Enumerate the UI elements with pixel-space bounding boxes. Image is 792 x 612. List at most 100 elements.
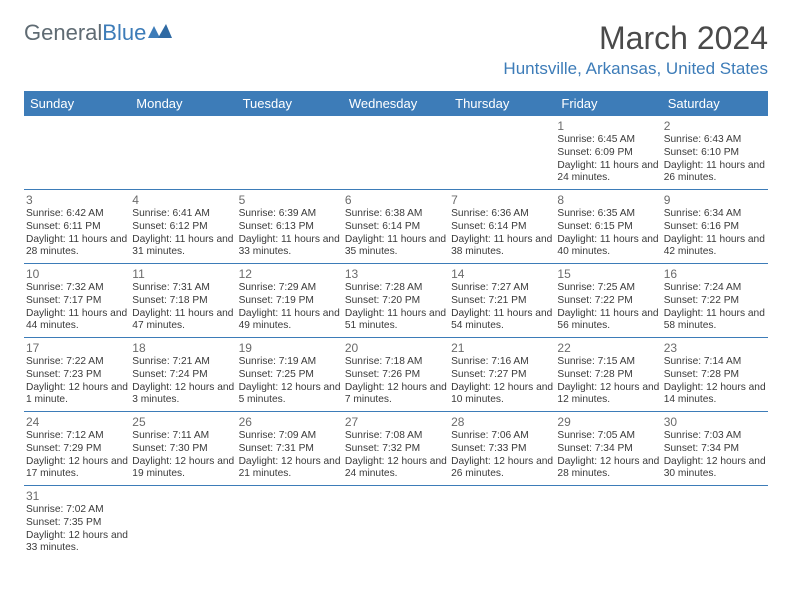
- day-number: 9: [664, 193, 766, 207]
- calendar-cell: 24Sunrise: 7:12 AMSunset: 7:29 PMDayligh…: [24, 412, 130, 486]
- day-number: 25: [132, 415, 234, 429]
- calendar-cell: [237, 486, 343, 560]
- day-number: 21: [451, 341, 553, 355]
- day-number: 11: [132, 267, 234, 281]
- calendar-cell: [662, 486, 768, 560]
- calendar-cell: 23Sunrise: 7:14 AMSunset: 7:28 PMDayligh…: [662, 338, 768, 412]
- calendar-cell: 16Sunrise: 7:24 AMSunset: 7:22 PMDayligh…: [662, 264, 768, 338]
- day-info: Sunrise: 7:09 AMSunset: 7:31 PMDaylight:…: [239, 430, 341, 481]
- day-number: 3: [26, 193, 128, 207]
- day-info: Sunrise: 6:39 AMSunset: 6:13 PMDaylight:…: [239, 208, 341, 259]
- day-number: 19: [239, 341, 341, 355]
- day-info: Sunrise: 7:19 AMSunset: 7:25 PMDaylight:…: [239, 356, 341, 407]
- calendar-cell: 11Sunrise: 7:31 AMSunset: 7:18 PMDayligh…: [130, 264, 236, 338]
- day-info: Sunrise: 7:16 AMSunset: 7:27 PMDaylight:…: [451, 356, 553, 407]
- calendar-cell: 27Sunrise: 7:08 AMSunset: 7:32 PMDayligh…: [343, 412, 449, 486]
- day-info: Sunrise: 6:36 AMSunset: 6:14 PMDaylight:…: [451, 208, 553, 259]
- calendar-cell: 21Sunrise: 7:16 AMSunset: 7:27 PMDayligh…: [449, 338, 555, 412]
- day-number: 27: [345, 415, 447, 429]
- day-number: 22: [557, 341, 659, 355]
- calendar-cell: [130, 116, 236, 190]
- day-info: Sunrise: 6:42 AMSunset: 6:11 PMDaylight:…: [26, 208, 128, 259]
- weekday-header: Tuesday: [237, 91, 343, 116]
- day-number: 15: [557, 267, 659, 281]
- calendar-table: Sunday Monday Tuesday Wednesday Thursday…: [24, 91, 768, 559]
- calendar-row: 24Sunrise: 7:12 AMSunset: 7:29 PMDayligh…: [24, 412, 768, 486]
- calendar-row: 17Sunrise: 7:22 AMSunset: 7:23 PMDayligh…: [24, 338, 768, 412]
- weekday-header: Monday: [130, 91, 236, 116]
- day-info: Sunrise: 7:32 AMSunset: 7:17 PMDaylight:…: [26, 282, 128, 333]
- day-info: Sunrise: 7:24 AMSunset: 7:22 PMDaylight:…: [664, 282, 766, 333]
- location: Huntsville, Arkansas, United States: [503, 59, 768, 79]
- day-info: Sunrise: 7:22 AMSunset: 7:23 PMDaylight:…: [26, 356, 128, 407]
- weekday-header-row: Sunday Monday Tuesday Wednesday Thursday…: [24, 91, 768, 116]
- calendar-cell: [343, 486, 449, 560]
- day-info: Sunrise: 7:31 AMSunset: 7:18 PMDaylight:…: [132, 282, 234, 333]
- calendar-cell: 8Sunrise: 6:35 AMSunset: 6:15 PMDaylight…: [555, 190, 661, 264]
- day-number: 4: [132, 193, 234, 207]
- day-info: Sunrise: 7:15 AMSunset: 7:28 PMDaylight:…: [557, 356, 659, 407]
- day-info: Sunrise: 7:27 AMSunset: 7:21 PMDaylight:…: [451, 282, 553, 333]
- day-number: 13: [345, 267, 447, 281]
- day-number: 12: [239, 267, 341, 281]
- day-number: 16: [664, 267, 766, 281]
- day-number: 29: [557, 415, 659, 429]
- day-info: Sunrise: 7:25 AMSunset: 7:22 PMDaylight:…: [557, 282, 659, 333]
- calendar-cell: 28Sunrise: 7:06 AMSunset: 7:33 PMDayligh…: [449, 412, 555, 486]
- day-info: Sunrise: 7:03 AMSunset: 7:34 PMDaylight:…: [664, 430, 766, 481]
- calendar-cell: 22Sunrise: 7:15 AMSunset: 7:28 PMDayligh…: [555, 338, 661, 412]
- day-info: Sunrise: 6:45 AMSunset: 6:09 PMDaylight:…: [557, 134, 659, 185]
- weekday-header: Sunday: [24, 91, 130, 116]
- day-number: 20: [345, 341, 447, 355]
- calendar-cell: 9Sunrise: 6:34 AMSunset: 6:16 PMDaylight…: [662, 190, 768, 264]
- calendar-cell: 17Sunrise: 7:22 AMSunset: 7:23 PMDayligh…: [24, 338, 130, 412]
- day-number: 7: [451, 193, 553, 207]
- calendar-cell: 20Sunrise: 7:18 AMSunset: 7:26 PMDayligh…: [343, 338, 449, 412]
- day-info: Sunrise: 7:06 AMSunset: 7:33 PMDaylight:…: [451, 430, 553, 481]
- calendar-cell: 10Sunrise: 7:32 AMSunset: 7:17 PMDayligh…: [24, 264, 130, 338]
- day-number: 10: [26, 267, 128, 281]
- day-number: 24: [26, 415, 128, 429]
- calendar-cell: 25Sunrise: 7:11 AMSunset: 7:30 PMDayligh…: [130, 412, 236, 486]
- day-info: Sunrise: 7:02 AMSunset: 7:35 PMDaylight:…: [26, 504, 128, 555]
- logo-flag-icon: [148, 24, 172, 42]
- calendar-cell: 26Sunrise: 7:09 AMSunset: 7:31 PMDayligh…: [237, 412, 343, 486]
- calendar-cell: 1Sunrise: 6:45 AMSunset: 6:09 PMDaylight…: [555, 116, 661, 190]
- logo: GeneralBlue: [24, 20, 172, 46]
- weekday-header: Thursday: [449, 91, 555, 116]
- day-info: Sunrise: 7:11 AMSunset: 7:30 PMDaylight:…: [132, 430, 234, 481]
- calendar-row: 3Sunrise: 6:42 AMSunset: 6:11 PMDaylight…: [24, 190, 768, 264]
- day-info: Sunrise: 7:28 AMSunset: 7:20 PMDaylight:…: [345, 282, 447, 333]
- weekday-header: Friday: [555, 91, 661, 116]
- day-info: Sunrise: 7:05 AMSunset: 7:34 PMDaylight:…: [557, 430, 659, 481]
- calendar-cell: [555, 486, 661, 560]
- day-number: 26: [239, 415, 341, 429]
- calendar-cell: 6Sunrise: 6:38 AMSunset: 6:14 PMDaylight…: [343, 190, 449, 264]
- day-info: Sunrise: 6:41 AMSunset: 6:12 PMDaylight:…: [132, 208, 234, 259]
- calendar-cell: 14Sunrise: 7:27 AMSunset: 7:21 PMDayligh…: [449, 264, 555, 338]
- day-number: 14: [451, 267, 553, 281]
- day-number: 28: [451, 415, 553, 429]
- day-info: Sunrise: 7:12 AMSunset: 7:29 PMDaylight:…: [26, 430, 128, 481]
- calendar-cell: [237, 116, 343, 190]
- day-number: 5: [239, 193, 341, 207]
- calendar-cell: 18Sunrise: 7:21 AMSunset: 7:24 PMDayligh…: [130, 338, 236, 412]
- weekday-header: Wednesday: [343, 91, 449, 116]
- calendar-cell: 15Sunrise: 7:25 AMSunset: 7:22 PMDayligh…: [555, 264, 661, 338]
- day-number: 2: [664, 119, 766, 133]
- calendar-cell: [130, 486, 236, 560]
- day-info: Sunrise: 6:38 AMSunset: 6:14 PMDaylight:…: [345, 208, 447, 259]
- day-info: Sunrise: 7:18 AMSunset: 7:26 PMDaylight:…: [345, 356, 447, 407]
- calendar-cell: 2Sunrise: 6:43 AMSunset: 6:10 PMDaylight…: [662, 116, 768, 190]
- calendar-cell: 19Sunrise: 7:19 AMSunset: 7:25 PMDayligh…: [237, 338, 343, 412]
- calendar-cell: 30Sunrise: 7:03 AMSunset: 7:34 PMDayligh…: [662, 412, 768, 486]
- day-info: Sunrise: 6:43 AMSunset: 6:10 PMDaylight:…: [664, 134, 766, 185]
- calendar-cell: [24, 116, 130, 190]
- day-info: Sunrise: 7:21 AMSunset: 7:24 PMDaylight:…: [132, 356, 234, 407]
- day-number: 23: [664, 341, 766, 355]
- logo-text-general: General: [24, 20, 102, 46]
- calendar-cell: 29Sunrise: 7:05 AMSunset: 7:34 PMDayligh…: [555, 412, 661, 486]
- calendar-cell: [449, 486, 555, 560]
- calendar-row: 1Sunrise: 6:45 AMSunset: 6:09 PMDaylight…: [24, 116, 768, 190]
- day-info: Sunrise: 6:35 AMSunset: 6:15 PMDaylight:…: [557, 208, 659, 259]
